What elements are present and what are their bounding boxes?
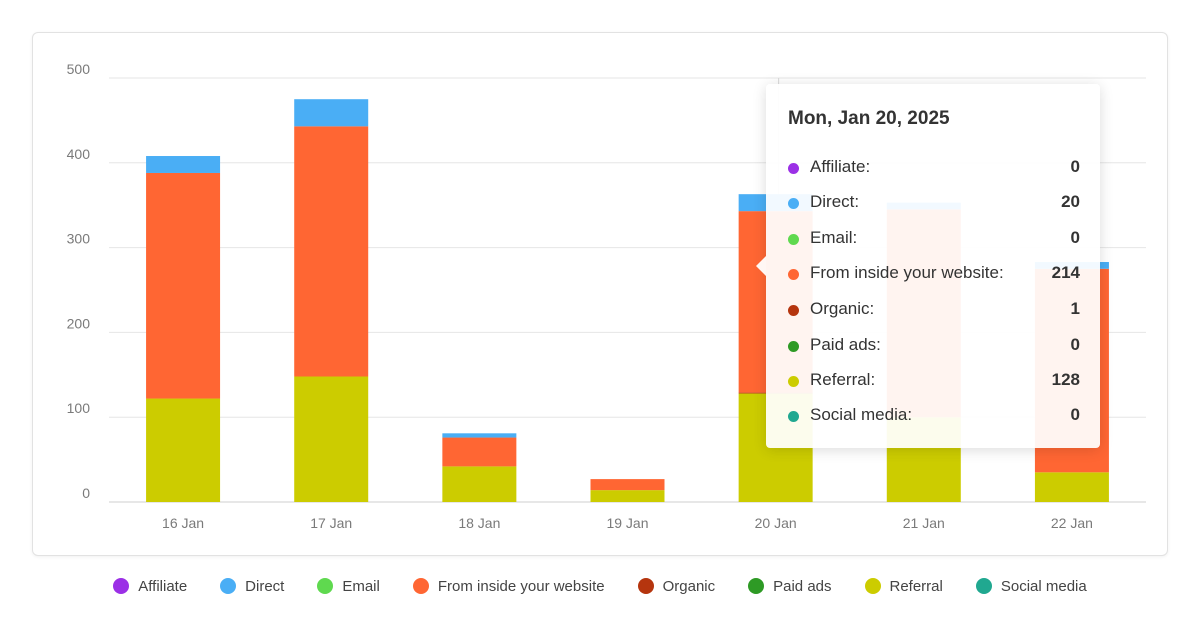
legend-label: Social media bbox=[1000, 577, 1087, 595]
tooltip-row-value: 128 bbox=[1051, 370, 1080, 389]
tooltip-row-value: 1 bbox=[1070, 299, 1080, 318]
y-tick-label: 400 bbox=[67, 146, 91, 162]
tooltip-row-value: 20 bbox=[1061, 192, 1080, 211]
legend-item-social-media[interactable]: Social media bbox=[975, 574, 1087, 598]
social-media-dot-icon bbox=[788, 411, 799, 422]
tooltip-row-label: From inside your website: bbox=[810, 263, 1004, 282]
direct-legend-dot-icon bbox=[220, 578, 237, 594]
bar-segment bbox=[294, 376, 369, 502]
from-inside-website-legend-dot-icon bbox=[412, 578, 429, 594]
direct-dot-icon bbox=[788, 198, 799, 209]
bar-segment bbox=[442, 433, 517, 438]
tooltip-row-email: Email: 0 bbox=[788, 227, 1080, 251]
social-media-legend-dot-icon bbox=[975, 578, 992, 594]
tooltip-row-affiliate: Affiliate: 0 bbox=[788, 156, 1080, 180]
legend-label: Affiliate bbox=[138, 577, 188, 595]
x-tick-label: 21 Jan bbox=[903, 515, 945, 531]
tooltip-row-value: 0 bbox=[1070, 405, 1080, 424]
affiliate-dot-icon bbox=[788, 163, 799, 174]
tooltip-row-label: Direct: bbox=[810, 192, 860, 211]
email-dot-icon bbox=[788, 234, 799, 245]
chart-legend: Affiliate Direct Email From inside your … bbox=[0, 574, 1200, 598]
legend-label: Direct bbox=[245, 577, 285, 595]
bar-segment bbox=[146, 156, 221, 173]
bar-segment bbox=[1034, 472, 1109, 502]
tooltip-row-value: 0 bbox=[1070, 157, 1080, 176]
tooltip-row-social-media: Social media: 0 bbox=[788, 404, 1080, 428]
tooltip-row-label: Social media: bbox=[810, 405, 913, 424]
tooltip-row-label: Paid ads: bbox=[810, 335, 881, 354]
tooltip-row-from-inside-website: From inside your website: 214 bbox=[788, 262, 1080, 286]
paid-ads-legend-dot-icon bbox=[748, 578, 765, 594]
bar-segment bbox=[146, 398, 221, 502]
x-tick-label: 22 Jan bbox=[1051, 515, 1093, 531]
legend-label: Paid ads bbox=[773, 577, 832, 595]
bar-segment bbox=[442, 466, 517, 502]
y-tick-label: 500 bbox=[67, 61, 91, 77]
legend-item-email[interactable]: Email bbox=[317, 574, 380, 598]
legend-label: Email bbox=[342, 577, 380, 595]
x-tick-label: 17 Jan bbox=[310, 515, 352, 531]
tooltip-row-referral: Referral: 128 bbox=[788, 369, 1080, 393]
legend-item-direct[interactable]: Direct bbox=[220, 574, 284, 598]
tooltip-row-label: Affiliate: bbox=[810, 157, 871, 176]
tooltip-row-paid-ads: Paid ads: 0 bbox=[788, 334, 1080, 358]
bar-segment bbox=[590, 479, 665, 491]
y-tick-label: 300 bbox=[67, 231, 91, 247]
tooltip-row-label: Referral: bbox=[810, 370, 876, 389]
legend-item-organic[interactable]: Organic bbox=[637, 574, 716, 598]
legend-label: Organic bbox=[662, 577, 716, 595]
legend-item-affiliate[interactable]: Affiliate bbox=[113, 574, 187, 598]
y-tick-label: 100 bbox=[67, 400, 91, 416]
x-tick-label: 19 Jan bbox=[606, 515, 648, 531]
organic-dot-icon bbox=[788, 305, 799, 316]
tooltip-row-value: 214 bbox=[1051, 263, 1080, 282]
legend-item-paid-ads[interactable]: Paid ads bbox=[748, 574, 832, 598]
referral-legend-dot-icon bbox=[864, 578, 881, 594]
legend-item-referral[interactable]: Referral bbox=[864, 574, 943, 598]
paid-ads-dot-icon bbox=[788, 341, 799, 352]
bar-segment bbox=[590, 490, 665, 502]
legend-item-from-inside-website[interactable]: From inside your website bbox=[412, 574, 605, 598]
tooltip-row-label: Organic: bbox=[810, 299, 875, 318]
from-inside-website-dot-icon bbox=[788, 269, 799, 280]
tooltip-row-label: Email: bbox=[810, 228, 858, 247]
bar-segment bbox=[146, 172, 221, 399]
tooltip-title: Mon, Jan 20, 2025 bbox=[788, 108, 950, 129]
bar-segment bbox=[294, 99, 369, 127]
email-legend-dot-icon bbox=[317, 578, 334, 594]
x-tick-label: 16 Jan bbox=[162, 515, 204, 531]
y-tick-label: 0 bbox=[82, 485, 90, 501]
tooltip-row-organic: Organic: 1 bbox=[788, 298, 1080, 322]
x-tick-label: 20 Jan bbox=[755, 515, 797, 531]
chart-tooltip: Mon, Jan 20, 2025 Affiliate: 0 Direct: 2… bbox=[756, 84, 1100, 448]
referral-dot-icon bbox=[788, 376, 799, 387]
tooltip-row-direct: Direct: 20 bbox=[788, 191, 1080, 215]
organic-legend-dot-icon bbox=[637, 578, 654, 594]
legend-label: From inside your website bbox=[437, 577, 605, 595]
y-tick-label: 200 bbox=[67, 315, 91, 331]
x-tick-label: 18 Jan bbox=[458, 515, 500, 531]
affiliate-legend-dot-icon bbox=[113, 578, 130, 594]
bar-segment bbox=[442, 437, 517, 467]
tooltip-row-value: 0 bbox=[1070, 335, 1080, 354]
bar-segment bbox=[294, 126, 369, 377]
legend-label: Referral bbox=[889, 577, 943, 595]
tooltip-arrow bbox=[756, 256, 766, 276]
tooltip-row-value: 0 bbox=[1070, 228, 1080, 247]
